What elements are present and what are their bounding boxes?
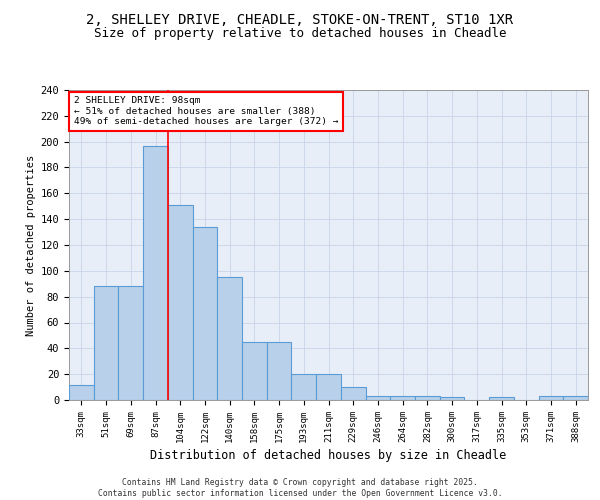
Bar [168,205,193,400]
Bar [69,384,94,400]
Bar [539,396,563,400]
Bar [415,396,440,400]
Bar [242,342,267,400]
Bar [292,374,316,400]
Text: Size of property relative to detached houses in Cheadle: Size of property relative to detached ho… [94,28,506,40]
Bar [94,286,118,400]
Bar [341,387,365,400]
Y-axis label: Number of detached properties: Number of detached properties [26,154,37,336]
Bar [143,146,168,400]
Bar [440,398,464,400]
Bar [316,374,341,400]
Text: 2, SHELLEY DRIVE, CHEADLE, STOKE-ON-TRENT, ST10 1XR: 2, SHELLEY DRIVE, CHEADLE, STOKE-ON-TREN… [86,12,514,26]
Bar [365,396,390,400]
Bar [118,286,143,400]
Bar [267,342,292,400]
X-axis label: Distribution of detached houses by size in Cheadle: Distribution of detached houses by size … [151,449,506,462]
Text: Contains HM Land Registry data © Crown copyright and database right 2025.
Contai: Contains HM Land Registry data © Crown c… [98,478,502,498]
Text: 2 SHELLEY DRIVE: 98sqm
← 51% of detached houses are smaller (388)
49% of semi-de: 2 SHELLEY DRIVE: 98sqm ← 51% of detached… [74,96,338,126]
Bar [489,398,514,400]
Bar [390,396,415,400]
Bar [217,278,242,400]
Bar [193,227,217,400]
Bar [563,396,588,400]
